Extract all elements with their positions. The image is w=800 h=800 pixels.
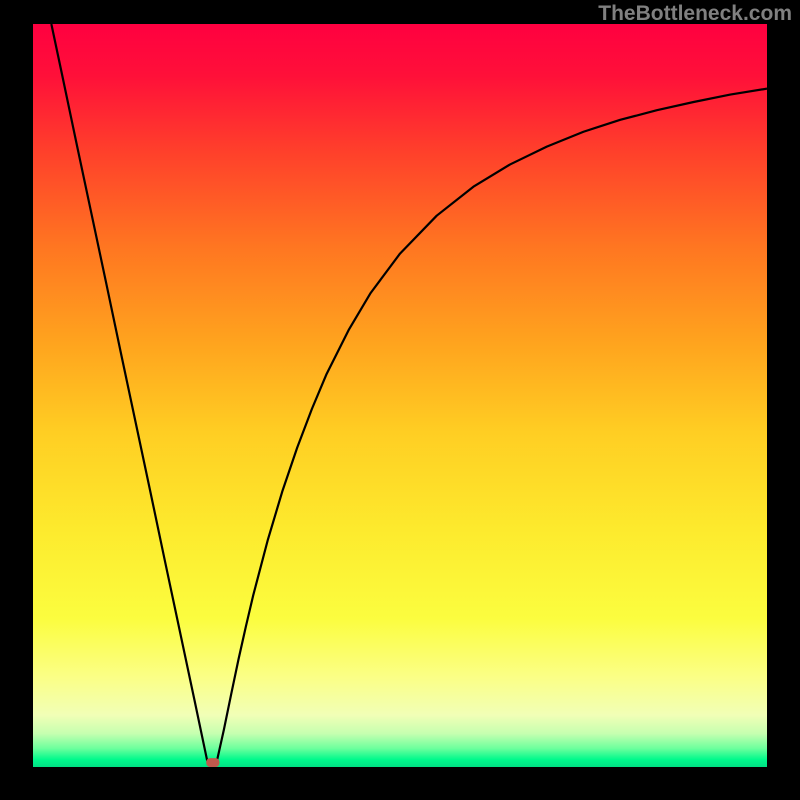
chart-gradient-background <box>33 24 767 767</box>
optimal-point-marker <box>206 758 219 767</box>
chart-container: TheBottleneck.com <box>0 0 800 800</box>
bottleneck-chart <box>0 0 800 800</box>
